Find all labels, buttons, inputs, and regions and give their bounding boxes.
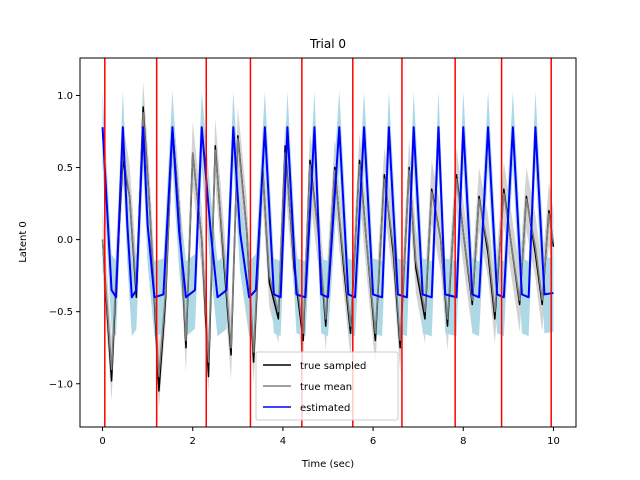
x-tick-label: 8 xyxy=(460,436,466,447)
series-line-estimated xyxy=(101,126,554,299)
x-axis-ticks: 0 2 4 6 8 10 xyxy=(99,427,560,447)
series-lines xyxy=(101,106,555,392)
legend-label: true mean xyxy=(300,382,352,393)
x-tick-label: 2 xyxy=(190,436,196,447)
x-tick-label: 6 xyxy=(370,436,376,447)
y-tick-label: 1.0 xyxy=(57,91,73,102)
y-tick-label: 0.5 xyxy=(57,163,73,174)
event-lines xyxy=(104,58,552,427)
y-axis-ticks: −1.0 −0.5 0.0 0.5 1.0 xyxy=(49,91,80,390)
x-tick-label: 10 xyxy=(547,436,560,447)
x-tick-label: 4 xyxy=(280,436,286,447)
y-tick-label: −1.0 xyxy=(49,379,73,390)
plot-frame xyxy=(79,57,577,428)
x-tick-label: 0 xyxy=(99,436,105,447)
x-axis-label: Time (sec) xyxy=(301,459,354,470)
legend: true sampled true mean estimated xyxy=(255,351,399,421)
y-axis-label: Latent 0 xyxy=(18,221,29,263)
legend-box xyxy=(255,351,399,421)
y-tick-label: 0.0 xyxy=(57,235,73,246)
legend-label: true sampled xyxy=(300,361,366,372)
chart-title: Trial 0 xyxy=(309,37,346,51)
legend-label: estimated xyxy=(300,403,350,414)
y-tick-label: −0.5 xyxy=(49,307,73,318)
